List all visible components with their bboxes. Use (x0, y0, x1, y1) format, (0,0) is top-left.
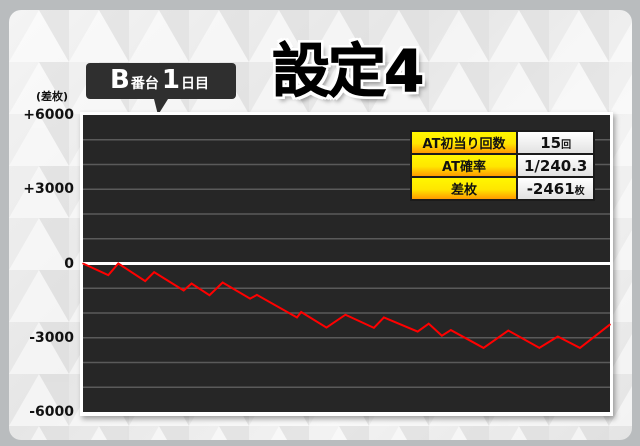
y-tick-label: +3000 (23, 181, 74, 197)
y-axis-label: (差枚) (36, 90, 69, 103)
data-point (182, 289, 185, 292)
stat-number: -2461 (526, 179, 575, 198)
data-point (144, 280, 146, 282)
stat-label: AT確率 (412, 155, 516, 176)
stats-row: AT初当り回数 15回 (412, 132, 594, 153)
stat-value: -2461枚 (518, 178, 594, 199)
data-point (325, 326, 328, 329)
stat-value: 15回 (518, 132, 594, 153)
data-point (190, 282, 193, 285)
stat-unit: 回 (561, 139, 572, 151)
stats-row: AT確率 1/240.3 (412, 155, 594, 176)
data-point (383, 316, 385, 319)
y-tick-label: +6000 (23, 107, 74, 123)
machine-number: B (110, 65, 130, 95)
data-point (482, 347, 485, 349)
machine-day-label: B 番台 1 日目 (86, 63, 236, 115)
data-point (373, 327, 375, 329)
data-point (82, 262, 84, 265)
stat-label: 差枚 (412, 178, 516, 199)
data-point (450, 329, 452, 331)
y-tick-label: -3000 (29, 330, 74, 346)
stats-table: AT初当り回数 15回 AT確率 1/240.3 差枚 -2461枚 (410, 130, 596, 201)
data-point (153, 271, 155, 273)
data-point (441, 334, 443, 337)
machine-suffix: 番台 (130, 76, 159, 92)
day-number: 1 (161, 65, 180, 95)
data-point (300, 311, 302, 313)
data-point (609, 323, 611, 326)
day-suffix: 日目 (180, 76, 209, 92)
page-title: 設定4 (271, 37, 424, 106)
data-point (344, 313, 347, 316)
stat-number: 1/240.3 (524, 156, 588, 175)
data-point (221, 281, 224, 284)
data-point (579, 347, 581, 349)
data-point (557, 335, 559, 338)
data-point (507, 329, 510, 332)
data-point (117, 262, 120, 265)
data-point (249, 297, 251, 300)
stats-row: 差枚 -2461枚 (412, 178, 594, 199)
data-point (538, 347, 541, 349)
y-tick-label: 0 (64, 256, 74, 272)
stat-value: 1/240.3 (518, 155, 594, 176)
stat-number: 15 (540, 133, 562, 152)
data-point (416, 330, 419, 333)
stat-label: AT初当り回数 (412, 132, 516, 153)
y-tick-label: -6000 (29, 404, 74, 420)
data-point (256, 294, 258, 296)
data-point (107, 274, 110, 276)
data-point (296, 316, 298, 319)
data-point (208, 294, 211, 296)
stat-unit: 枚 (574, 185, 585, 197)
data-point (427, 322, 430, 325)
